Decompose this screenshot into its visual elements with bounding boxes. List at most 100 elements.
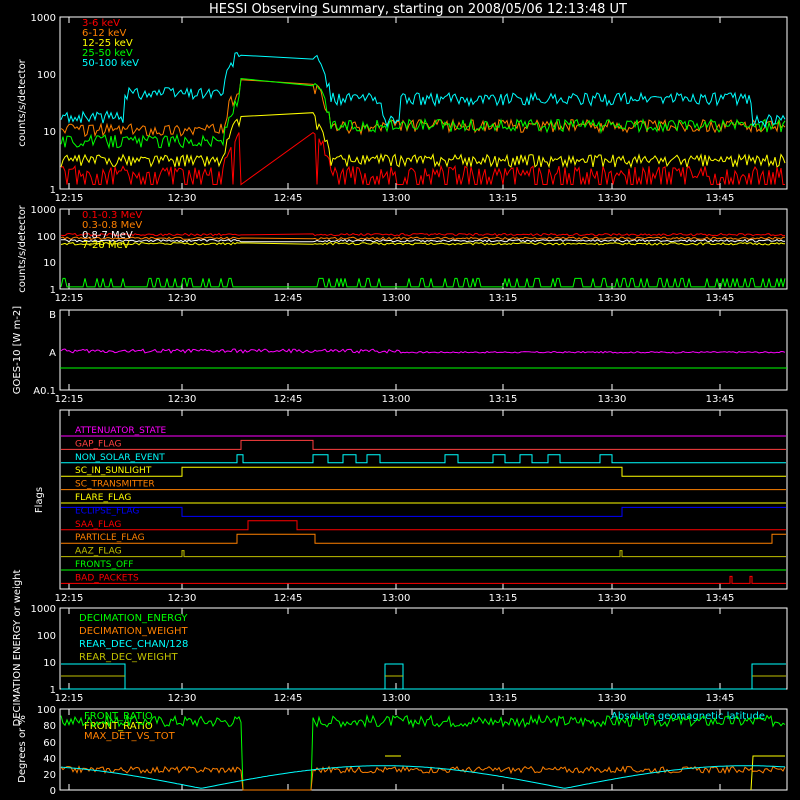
flag-line (61, 466, 786, 477)
series-line (60, 713, 786, 791)
y-tick-label: 100 (37, 631, 56, 642)
flag-label: AAZ_FLAG (75, 547, 122, 557)
time-tick-label: 13:00 (382, 193, 411, 204)
legend-entry: 0.8-7 MeV (82, 230, 133, 241)
time-tick-label: 13:15 (489, 394, 518, 405)
time-tick-label: 12:15 (55, 394, 84, 405)
flag-label: NON_SOLAR_EVENT (75, 453, 165, 463)
time-tick-label: 13:30 (598, 394, 627, 405)
ylabel-panel-4: Flags (34, 487, 45, 513)
time-tick-label: 12:45 (274, 693, 303, 704)
time-tick-label: 13:00 (382, 394, 411, 405)
legend-entry: 6-12 keV (82, 28, 126, 39)
time-tick-label: 13:30 (598, 693, 627, 704)
series-line (60, 348, 786, 354)
y-tick-label: 0 (50, 786, 56, 797)
legend-entry: MAX_DET_VS_TOT (84, 731, 176, 742)
ylabel-panel-2: counts/s/detector (17, 204, 28, 292)
series-line (385, 755, 785, 791)
legend-entry: REAR_DEC_CHAN/128 (79, 639, 188, 650)
time-tick-label: 12:45 (274, 394, 303, 405)
time-tick-label: 12:15 (55, 693, 84, 704)
series-line (60, 112, 786, 169)
flag-line (61, 506, 786, 517)
flag-label: FLARE_FLAG (75, 493, 131, 503)
y-tick-label: 20 (43, 770, 56, 781)
time-tick-label: 13:45 (706, 593, 735, 604)
y-tick-label: 10 (43, 127, 56, 138)
annotation-geomagnetic: Absolute geomagnetic latitude (611, 711, 765, 722)
y-tick-label: 100 (37, 705, 56, 716)
series-line (61, 663, 786, 690)
y-tick-label: 100 (37, 70, 56, 81)
time-tick-label: 13:45 (706, 193, 735, 204)
flag-line (61, 533, 786, 544)
panel-frame-1 (59, 16, 788, 190)
y-tick-label: 1000 (31, 205, 56, 216)
flag-label: ATTENUATOR_STATE (75, 426, 167, 436)
y-tick-label: 40 (43, 754, 56, 765)
ylabel-panel-6: Degrees or % (17, 715, 28, 783)
ylabel-panel-5: DECIMATION ENERGY or weight (12, 569, 23, 726)
y-tick-label: 10 (43, 658, 56, 669)
legend-entry: DECIMATION_ENERGY (79, 613, 188, 624)
time-tick-label: 12:15 (55, 193, 84, 204)
ylabel-panel-3: GOES-10 [W m-2] (12, 306, 23, 394)
y-tick-label: 100 (37, 232, 56, 243)
panel-frame-2 (59, 208, 788, 290)
flag-label: SC_TRANSMITTER (75, 480, 155, 490)
y-tick-label: 10 (43, 258, 56, 269)
legend-entry: 0.3-0.8 MeV (82, 220, 142, 231)
series-line (60, 77, 786, 150)
flag-label: FRONTS_OFF (75, 560, 133, 570)
time-tick-label: 13:45 (706, 293, 735, 304)
legend-entry: 12-25 keV (82, 38, 133, 49)
legend-entry: 7-20 MeV (82, 240, 130, 251)
flag-line (61, 520, 786, 531)
flag-label: ECLIPSE_FLAG (75, 506, 139, 516)
y-tick-label: 80 (43, 721, 56, 732)
series-line (60, 277, 786, 288)
time-tick-label: 12:30 (168, 593, 197, 604)
series-line (60, 241, 786, 246)
time-tick-label: 12:15 (55, 293, 84, 304)
time-tick-label: 13:00 (382, 693, 411, 704)
legend-entry: 3-6 keV (82, 18, 120, 29)
flag-label: BAD_PACKETS (75, 573, 139, 583)
time-tick-label: 12:30 (168, 293, 197, 304)
chart-title: HESSI Observing Summary, starting on 200… (209, 2, 627, 17)
series-line (60, 765, 786, 789)
time-tick-label: 13:15 (489, 293, 518, 304)
panel-frame-6 (59, 708, 788, 791)
flag-line (61, 454, 786, 464)
flag-line (61, 575, 786, 584)
y-tick-label: 1 (50, 685, 56, 696)
legend-entry: 25-50 keV (82, 48, 133, 59)
flag-line (61, 439, 786, 450)
y-tick-label: 1 (50, 185, 56, 196)
flag-label: GAP_FLAG (75, 439, 121, 449)
series-line (60, 236, 786, 241)
time-tick-label: 12:45 (274, 593, 303, 604)
time-tick-label: 13:30 (598, 193, 627, 204)
y-tick-label: 1000 (31, 604, 56, 615)
panel-frame-4 (59, 409, 788, 590)
time-tick-label: 12:30 (168, 394, 197, 405)
flag-label: PARTICLE_FLAG (75, 533, 145, 543)
time-tick-label: 13:30 (598, 593, 627, 604)
time-tick-label: 13:00 (382, 593, 411, 604)
series-line (384, 663, 786, 689)
time-tick-label: 12:45 (274, 193, 303, 204)
flag-line (61, 550, 786, 558)
time-tick-label: 13:45 (706, 394, 735, 405)
legend-entry: FRONT_RATIO (84, 711, 153, 722)
time-tick-label: 12:15 (55, 593, 84, 604)
time-tick-label: 12:45 (274, 293, 303, 304)
time-tick-label: 13:45 (706, 693, 735, 704)
time-tick-label: 13:15 (489, 693, 518, 704)
y-tick-label: 60 (43, 738, 56, 749)
flag-label: SC_IN_SUNLIGHT (75, 466, 152, 476)
panel-frame-3 (59, 309, 788, 391)
y-tick-label: 1 (50, 285, 56, 296)
